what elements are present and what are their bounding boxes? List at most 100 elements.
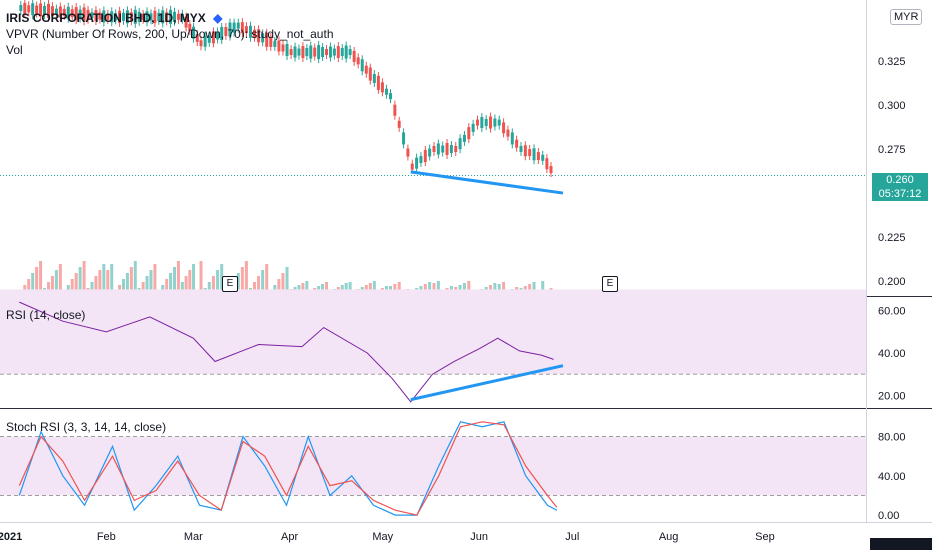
candle-body <box>285 44 289 57</box>
candle-body <box>502 122 506 134</box>
candle-body <box>325 49 329 56</box>
earnings-e-icon[interactable]: E <box>602 276 618 292</box>
candle-body <box>74 7 78 21</box>
candle-body <box>165 12 169 22</box>
candle-body <box>39 3 43 17</box>
candle-body <box>340 48 344 57</box>
candle-body <box>220 26 224 40</box>
volume-bar <box>240 267 244 295</box>
candle-body <box>269 36 273 47</box>
arrow-icon[interactable]: ◆ <box>213 11 223 25</box>
stoch-d-line <box>18 421 558 516</box>
candle-body <box>549 166 553 174</box>
volume-bar <box>502 282 506 295</box>
volume-bar <box>35 267 39 295</box>
symbol-title: IRIS CORPORATION BHD, 1D, MYX <box>6 11 206 25</box>
volume-bar <box>98 270 102 295</box>
candle-body <box>541 154 545 161</box>
candle-body <box>368 67 372 81</box>
candle-body <box>207 35 211 43</box>
candle-body <box>224 27 228 36</box>
candle-body <box>436 143 440 155</box>
candle-body <box>180 13 184 20</box>
time-tick-label: 2021 <box>0 531 22 543</box>
volume-bar <box>106 270 110 295</box>
candle-body <box>419 156 423 164</box>
candle-body <box>462 134 466 142</box>
volume-bar <box>277 279 281 295</box>
main-legend: IRIS CORPORATION BHD, 1D, MYX ◆ <box>6 10 222 26</box>
volume-bar <box>541 281 545 295</box>
volume-bar <box>54 270 58 295</box>
vpvr-legend[interactable]: VPVR (Number Of Rows, 200, Up/Down, 70):… <box>6 27 334 41</box>
candle-body <box>161 10 165 24</box>
candle-body <box>102 10 106 23</box>
candle-body <box>305 48 309 57</box>
candle-body <box>475 119 479 126</box>
volume-bar <box>46 282 50 295</box>
volume-bar <box>74 273 78 295</box>
candle-body <box>352 50 356 62</box>
volume-bar <box>199 261 203 295</box>
candle-body <box>203 35 207 47</box>
currency-badge[interactable]: MYR <box>890 9 923 25</box>
candle-body <box>458 138 462 150</box>
price-tick-label: 0.275 <box>878 144 906 156</box>
candle-body <box>384 88 388 95</box>
rsi-band <box>0 289 866 375</box>
candle-body <box>317 45 321 60</box>
candle-body <box>98 12 102 20</box>
earnings-e-icon[interactable]: E <box>222 276 238 292</box>
volume-bar <box>169 273 173 295</box>
candle-body <box>293 46 297 58</box>
time-tick-label: Aug <box>659 531 679 543</box>
candle-body <box>360 59 364 72</box>
candle-body <box>129 12 133 22</box>
time-tick-label: Mar <box>184 531 203 543</box>
candle-body <box>199 40 203 47</box>
volume-bar <box>110 264 114 295</box>
candle-body <box>149 13 153 21</box>
support-trendline <box>410 170 564 195</box>
candle-body <box>523 145 527 157</box>
candle-body <box>82 7 86 22</box>
volume-bar <box>285 267 289 295</box>
candle-body <box>273 40 277 47</box>
candle-body <box>376 75 380 90</box>
candle-body <box>519 146 523 152</box>
candle-body <box>43 5 47 15</box>
candle-body <box>118 10 122 23</box>
candle-body <box>35 5 39 14</box>
candle-body <box>54 8 58 15</box>
time-tick-label: Feb <box>97 531 116 543</box>
candle-body <box>23 2 27 14</box>
candle-body <box>253 29 257 38</box>
candle-body <box>321 47 325 58</box>
stoch-tick-label: 80.00 <box>878 432 906 444</box>
volume-bar <box>220 264 224 295</box>
candle-body <box>441 145 445 153</box>
candle-body <box>216 31 220 40</box>
candle-body <box>410 163 414 170</box>
volume-bar <box>305 281 309 295</box>
volume-bar <box>141 282 145 295</box>
candle-body <box>257 29 261 43</box>
candle-body <box>114 13 118 21</box>
stoch-tick-label: 40.00 <box>878 471 906 483</box>
candle-body <box>364 65 368 74</box>
candle-body <box>454 146 458 152</box>
price-tick-label: 0.300 <box>878 100 906 112</box>
volume-bar <box>176 261 180 295</box>
candle-body <box>248 25 252 38</box>
candle-body <box>506 129 510 137</box>
candle-body <box>445 143 449 155</box>
candle-body <box>195 33 199 42</box>
volume-bar <box>184 276 188 295</box>
candle-body <box>157 12 161 21</box>
price-tick-label: 0.325 <box>878 56 906 68</box>
vol-legend[interactable]: Vol <box>6 43 23 57</box>
candle-body <box>141 13 145 20</box>
candle-body <box>389 93 393 100</box>
